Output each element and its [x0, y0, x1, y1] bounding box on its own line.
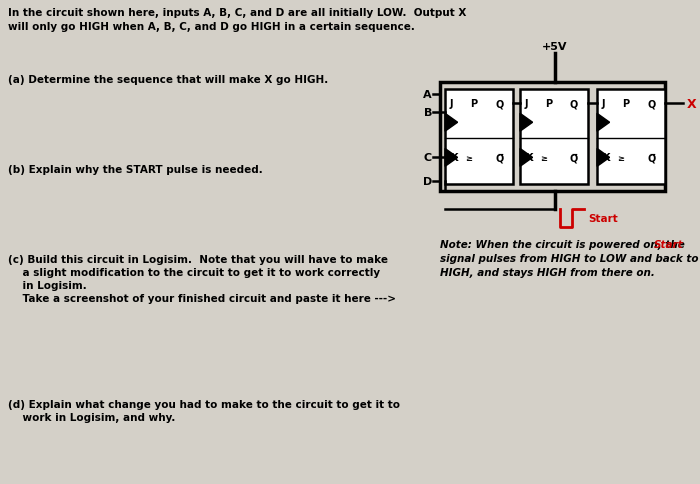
Text: D: D: [423, 177, 432, 187]
Bar: [440, 83, 665, 192]
Text: ≥: ≥: [465, 153, 472, 163]
Text: P: P: [545, 99, 552, 109]
Text: K: K: [525, 153, 533, 163]
Bar: [597, 90, 665, 184]
Text: ≥: ≥: [540, 153, 547, 163]
Text: J: J: [450, 99, 454, 109]
Bar: [520, 90, 588, 184]
Text: Q: Q: [495, 99, 503, 109]
Text: (a) Determine the sequence that will make X go HIGH.: (a) Determine the sequence that will mak…: [8, 75, 328, 85]
Text: work in Logisim, and why.: work in Logisim, and why.: [8, 412, 176, 422]
Text: B: B: [424, 108, 432, 118]
Text: Q̅: Q̅: [495, 153, 503, 163]
Text: will only go HIGH when A, B, C, and D go HIGH in a certain sequence.: will only go HIGH when A, B, C, and D go…: [8, 22, 415, 32]
Text: HIGH, and stays HIGH from there on.: HIGH, and stays HIGH from there on.: [440, 268, 655, 277]
Text: Start: Start: [588, 213, 617, 224]
Text: In the circuit shown here, inputs A, B, C, and D are all initially LOW.  Output : In the circuit shown here, inputs A, B, …: [8, 8, 466, 18]
Text: +5V: +5V: [542, 42, 568, 52]
Text: signal pulses from HIGH to LOW and back to: signal pulses from HIGH to LOW and back …: [440, 254, 699, 263]
Text: (d) Explain what change you had to make to the circuit to get it to: (d) Explain what change you had to make …: [8, 399, 400, 409]
Text: Q: Q: [570, 99, 578, 109]
Polygon shape: [520, 149, 533, 167]
Text: J: J: [602, 99, 606, 109]
Text: C: C: [424, 152, 432, 163]
Polygon shape: [520, 114, 533, 132]
Text: P: P: [470, 99, 477, 109]
Text: Note: When the circuit is powered on, the: Note: When the circuit is powered on, th…: [440, 240, 688, 249]
Text: Q̅: Q̅: [647, 153, 655, 163]
Polygon shape: [445, 114, 458, 132]
Text: in Logisim.: in Logisim.: [8, 280, 87, 290]
Polygon shape: [597, 114, 610, 132]
Text: Q: Q: [647, 99, 655, 109]
Polygon shape: [445, 149, 458, 167]
Polygon shape: [597, 149, 610, 167]
Text: P: P: [622, 99, 629, 109]
Text: A: A: [424, 90, 432, 100]
Text: X: X: [687, 98, 696, 110]
Text: K: K: [450, 153, 458, 163]
Text: Q̅: Q̅: [570, 153, 578, 163]
Bar: [445, 90, 513, 184]
Text: Take a screenshot of your finished circuit and paste it here --->: Take a screenshot of your finished circu…: [8, 293, 396, 303]
Text: ≥: ≥: [617, 153, 624, 163]
Text: J: J: [525, 99, 528, 109]
Text: (b) Explain why the START pulse is needed.: (b) Explain why the START pulse is neede…: [8, 165, 262, 175]
Text: (c) Build this circuit in Logisim.  Note that you will have to make: (c) Build this circuit in Logisim. Note …: [8, 255, 388, 264]
Text: K: K: [602, 153, 610, 163]
Text: a slight modification to the circuit to get it to work correctly: a slight modification to the circuit to …: [8, 268, 380, 277]
Text: Start: Start: [654, 240, 684, 249]
